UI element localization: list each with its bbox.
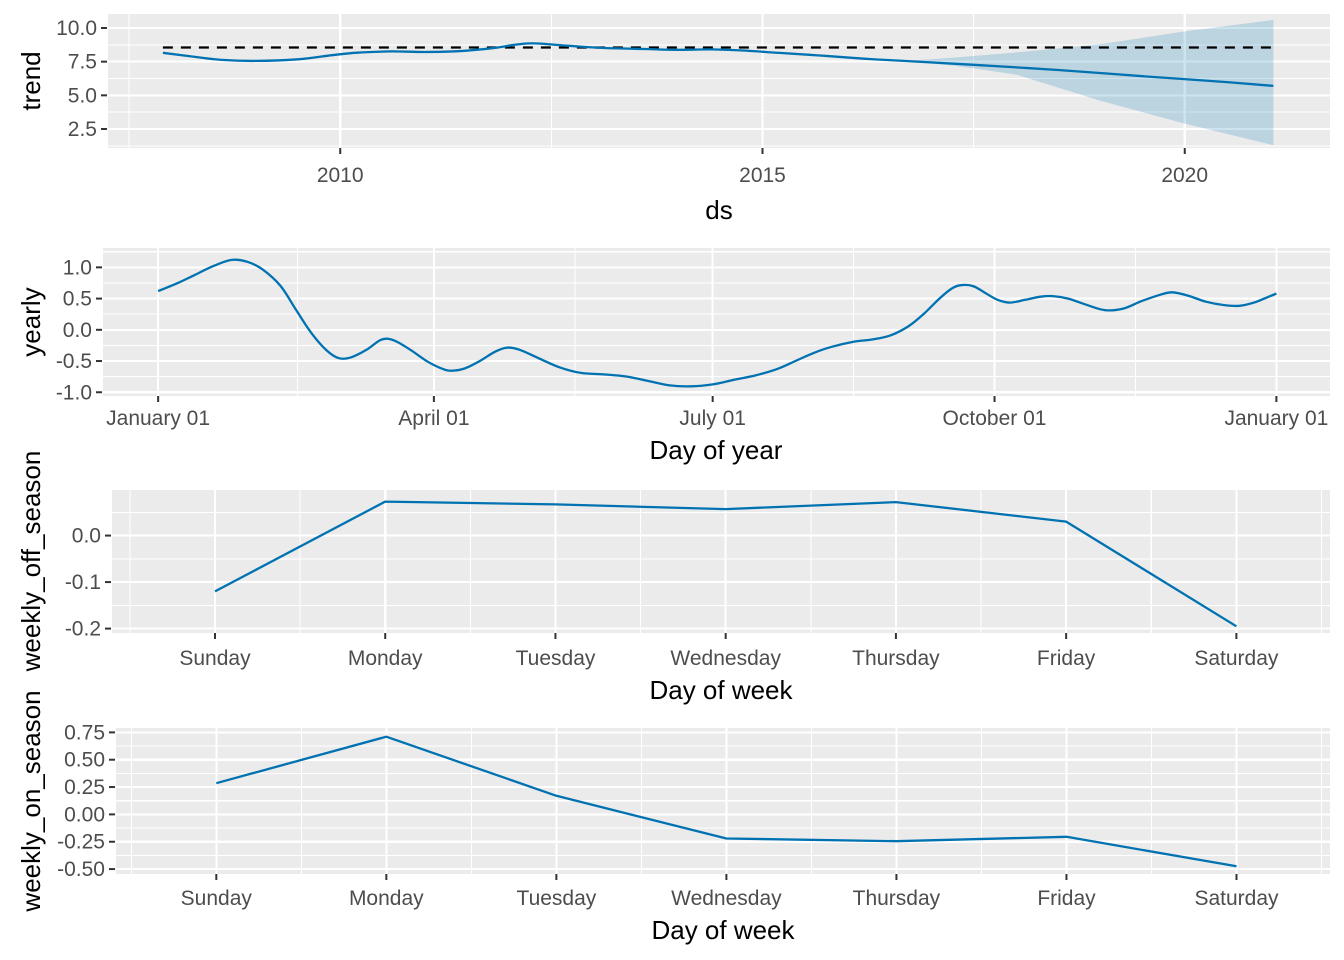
y-tick-label: 0.50 [64,749,105,772]
y-tick-label: 0.25 [64,776,105,799]
x-tick-label: Thursday [853,887,941,910]
x-tick-label: Friday [1037,887,1096,910]
x-tick-label: Saturday [1194,887,1279,910]
y-tick-label: 7.5 [68,51,97,74]
x-tick-label: April 01 [398,407,469,430]
x-tick-label: Tuesday [516,647,596,670]
y-tick-label: -0.5 [56,350,92,373]
trend-panel-background [108,14,1330,148]
y-tick-label: 0.0 [63,319,92,342]
y-tick-label: 2.5 [68,118,97,141]
x-tick-label: Monday [348,647,423,670]
y-tick-label: 0.00 [64,803,105,826]
y-tick-label: -1.0 [56,381,92,404]
x-tick-label: January 01 [106,407,210,430]
x-tick-label: Thursday [852,647,940,670]
y-tick-label: -0.1 [65,571,101,594]
y-tick-label: 1.0 [63,256,92,279]
x-tick-label: Monday [349,887,424,910]
x-tick-label: Tuesday [517,887,597,910]
yearly-seasonality-line [157,258,1277,388]
weekly-on-season-y-axis-title: weekly_on_season [16,690,46,912]
trend-line [162,42,1274,88]
weekly-off-season-x-axis-title: Day of week [649,675,793,705]
y-tick-label: -0.25 [57,831,105,854]
x-tick-label: Wednesday [671,887,782,910]
weekly-on-season-x-axis-title: Day of week [651,915,795,945]
x-tick-label: Saturday [1194,647,1279,670]
x-tick-label: 2020 [1161,164,1208,187]
y-tick-label: 10.0 [56,17,97,40]
x-tick-label: January 01 [1224,407,1328,430]
x-tick-label: 2015 [739,164,786,187]
yearly-x-axis-title: Day of year [649,435,783,465]
x-tick-label: October 01 [943,407,1047,430]
y-tick-label: -0.50 [57,858,105,881]
weekly_off_season-panel-background [112,490,1330,633]
y-tick-label: 0.5 [63,288,92,311]
x-tick-label: Friday [1037,647,1096,670]
y-tick-label: 5.0 [68,84,97,107]
yearly-panel-background [103,248,1330,396]
x-tick-label: 2010 [317,164,364,187]
yearly-panel: January 01 April 01 July 01 October 01 Janua… [56,248,1330,430]
y-tick-label: 0.0 [72,525,101,548]
weekly-off-season-line [214,500,1238,628]
weekly_off_season-panel: Sunday Monday Tuesday Wednesday Thursday Frid… [65,490,1330,670]
x-tick-label: Wednesday [670,647,781,670]
trend-panel: 2010 2015 2020 10.0 7.5 5.0 2.5 [56,14,1330,187]
x-tick-label: Sunday [179,647,251,670]
y-tick-label: -0.2 [65,618,101,641]
weekly_on_season-panel: Sunday Monday Tuesday Wednesday Thursday Frid… [57,721,1330,910]
weekly-on-season-line [215,735,1237,868]
trend-uncertainty-ribbon [906,19,1274,146]
x-tick-label: Sunday [181,887,253,910]
y-tick-label: 0.75 [64,721,105,744]
x-tick-label: July 01 [679,407,746,430]
trend-x-axis-title: ds [705,195,733,225]
